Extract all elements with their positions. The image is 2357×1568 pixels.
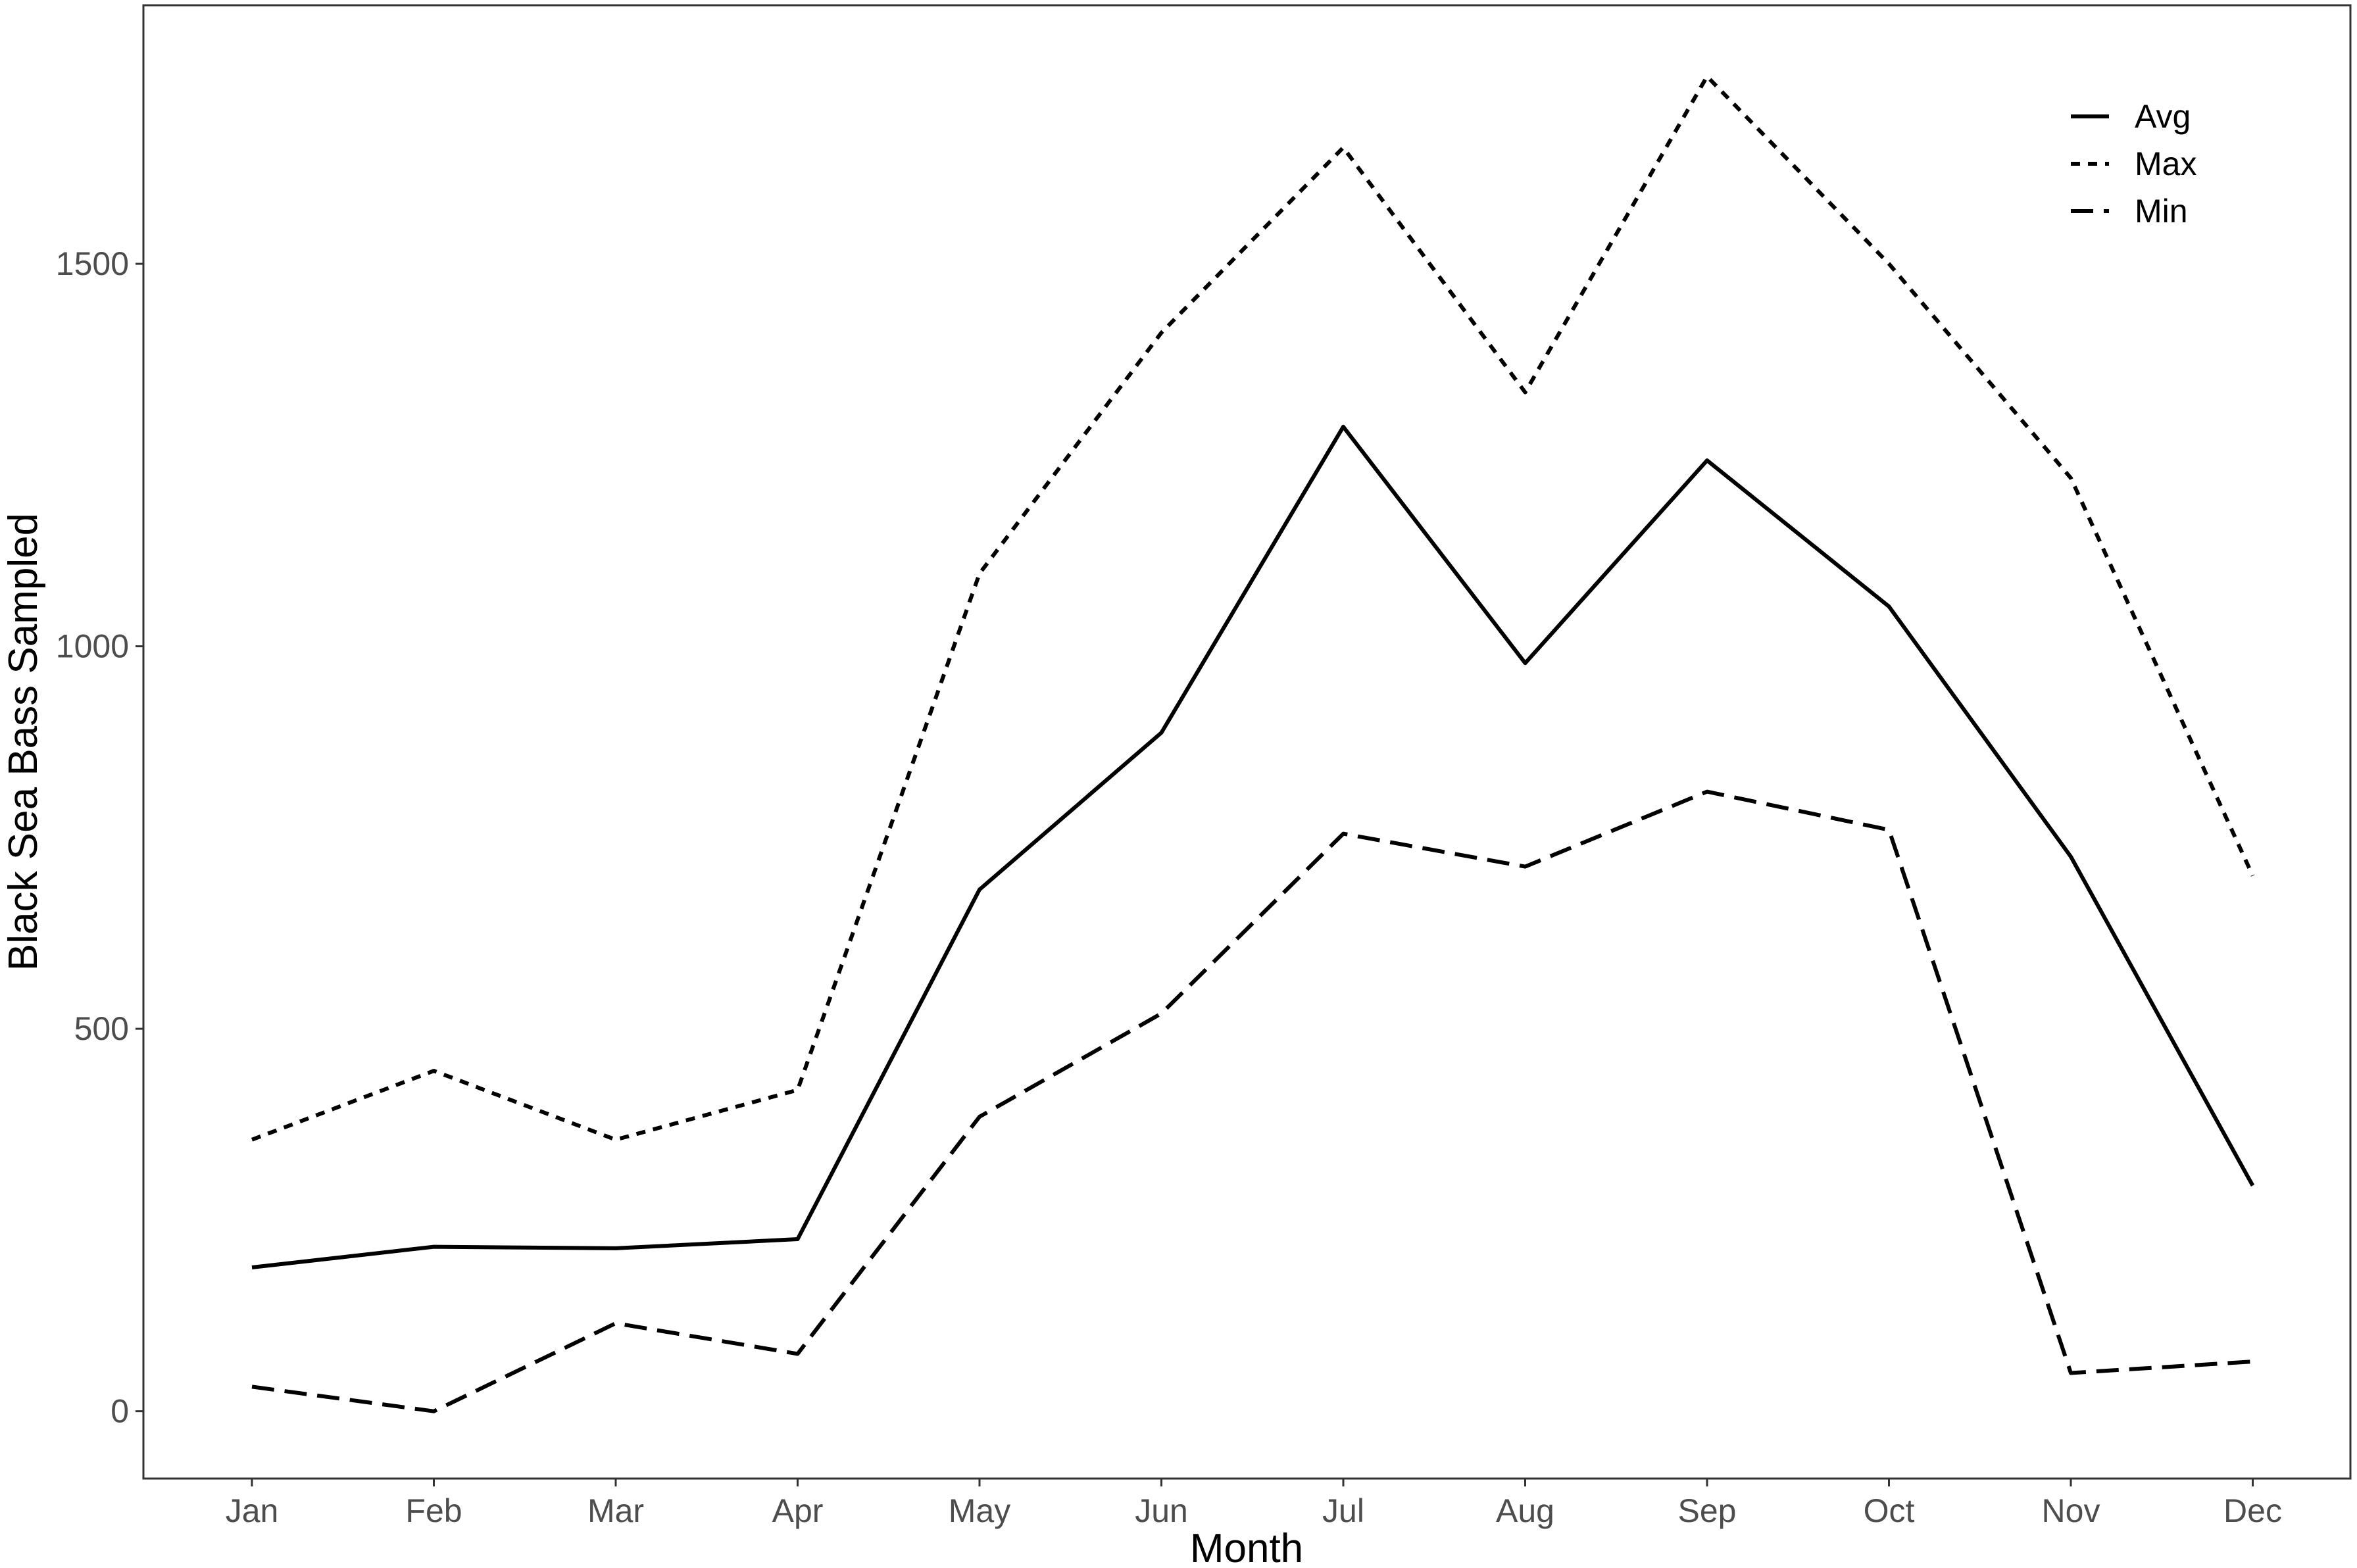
x-tick-label: Jul: [1322, 1492, 1364, 1529]
series-layer: [251, 74, 2255, 1413]
x-axis-title: Month: [1190, 1526, 1303, 1568]
legend-label-avg: Avg: [2135, 98, 2191, 135]
y-axis: 0 500 1000 1500: [56, 245, 143, 1430]
x-tick-label: Jun: [1135, 1492, 1188, 1529]
x-tick-label: Aug: [1496, 1492, 1554, 1529]
legend-label-max: Max: [2135, 145, 2196, 182]
x-tick-label: Mar: [587, 1492, 644, 1529]
x-tick-label: Oct: [1864, 1492, 1915, 1529]
x-tick-label: Sep: [1678, 1492, 1737, 1529]
x-tick-label: Apr: [772, 1492, 824, 1529]
x-tick-label: Nov: [2042, 1492, 2100, 1529]
y-tick-label: 500: [74, 1010, 129, 1047]
x-tick-label: May: [949, 1492, 1010, 1529]
x-tick-label: Dec: [2223, 1492, 2282, 1529]
y-axis-title: Black Sea Bass Sampled: [1, 513, 46, 971]
y-tick-label: 0: [111, 1393, 129, 1430]
series-line-avg: [251, 424, 2255, 1269]
legend: Avg Max Min: [2071, 98, 2196, 230]
x-tick-label: Feb: [405, 1492, 462, 1529]
x-tick-label: Jan: [226, 1492, 279, 1529]
plot-panel: [142, 4, 2352, 1480]
legend-label-min: Min: [2135, 193, 2188, 230]
x-axis: Jan Feb Mar Apr May Jun Jul Aug Sep Oct Nov Dec: [226, 1479, 2282, 1529]
y-tick-label: 1500: [56, 245, 129, 282]
series-line-min: [251, 789, 2253, 1413]
y-tick-label: 1000: [56, 628, 129, 665]
series-line-max: [251, 74, 2255, 1142]
